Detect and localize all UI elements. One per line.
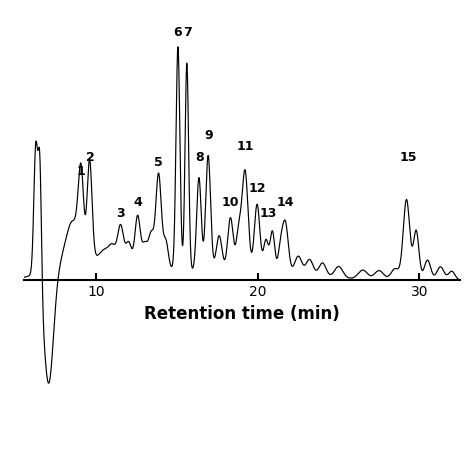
- Text: 8: 8: [195, 151, 204, 164]
- Text: 4: 4: [133, 196, 142, 209]
- Text: 11: 11: [236, 140, 254, 153]
- Text: 6: 6: [173, 27, 182, 39]
- Text: 2: 2: [86, 151, 95, 164]
- Text: 9: 9: [204, 129, 213, 142]
- Text: 14: 14: [277, 196, 294, 209]
- Text: 15: 15: [400, 151, 417, 164]
- Text: 3: 3: [116, 207, 125, 220]
- Text: 13: 13: [260, 207, 277, 220]
- Text: 12: 12: [248, 182, 266, 195]
- Text: 5: 5: [154, 155, 163, 169]
- X-axis label: Retention time (min): Retention time (min): [144, 305, 339, 323]
- Text: 1: 1: [77, 164, 85, 178]
- Text: 10: 10: [222, 196, 239, 209]
- Text: 7: 7: [183, 27, 192, 39]
